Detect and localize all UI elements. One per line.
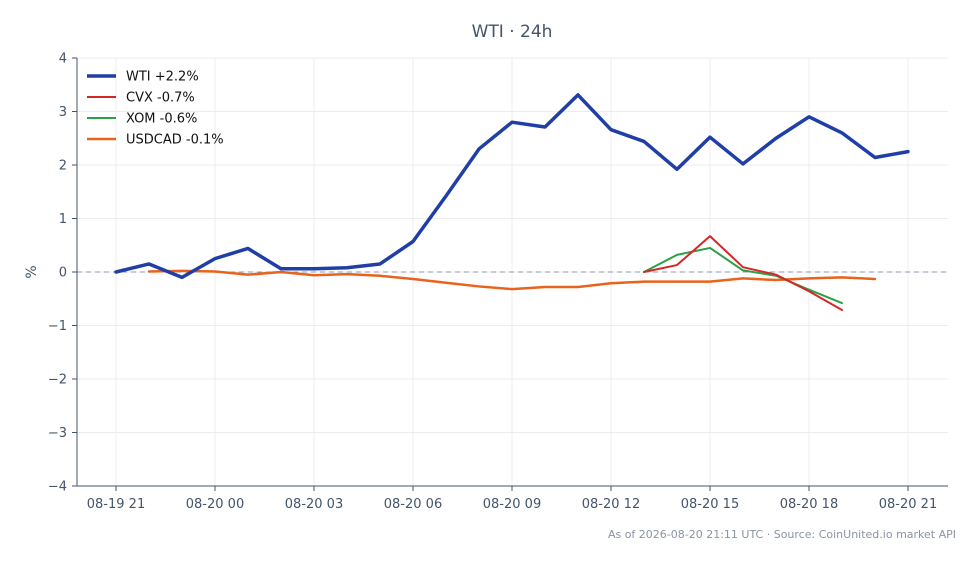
series-line-cvx <box>643 235 843 311</box>
x-tick-label: 08-20 09 <box>483 497 541 512</box>
y-tick-label: 1 <box>59 212 67 227</box>
legend-label-cvx: CVX -0.7% <box>126 91 195 106</box>
y-tick-label: −4 <box>48 480 67 495</box>
y-tick-label: −3 <box>48 426 67 441</box>
legend-label-usdcad: USDCAD -0.1% <box>126 133 224 148</box>
series-line-usdcad <box>147 269 877 291</box>
x-tick-label: 08-20 06 <box>384 497 442 512</box>
y-tick-label: 0 <box>59 266 67 281</box>
legend-label-xom: XOM -0.6% <box>126 112 197 127</box>
y-tick-label: 4 <box>59 52 67 67</box>
y-axis-label: % <box>24 265 40 278</box>
x-tick-label: 08-20 18 <box>780 497 838 512</box>
x-tick-label: 08-20 21 <box>879 497 937 512</box>
y-tick-label: 3 <box>59 105 67 120</box>
footer-source: As of 2026-08-20 21:11 UTC · Source: Coi… <box>608 528 956 541</box>
x-tick-label: 08-20 00 <box>186 497 244 512</box>
y-tick-label: −2 <box>48 373 67 388</box>
x-tick-label: 08-20 03 <box>285 497 343 512</box>
series-line-wti <box>114 93 910 280</box>
legend-label-wti: WTI +2.2% <box>126 70 199 85</box>
series-line-xom <box>643 246 843 305</box>
series-lines <box>114 93 910 311</box>
x-axis-ticks: 08-19 21 08-20 00 08-20 03 08-20 06 08-20 09… <box>87 486 937 512</box>
y-axis-ticks: 4 3 2 1 0 −1 −2 −3 −4 <box>48 52 77 495</box>
legend: WTI +2.2% CVX -0.7% XOM -0.6% USDCAD -0.1% <box>87 70 224 148</box>
y-tick-label: −1 <box>48 319 67 334</box>
chart-title: WTI · 24h <box>472 22 553 42</box>
x-tick-label: 08-20 12 <box>582 497 640 512</box>
y-tick-label: 2 <box>59 159 67 174</box>
x-tick-label: 08-19 21 <box>87 497 145 512</box>
x-tick-label: 08-20 15 <box>681 497 739 512</box>
